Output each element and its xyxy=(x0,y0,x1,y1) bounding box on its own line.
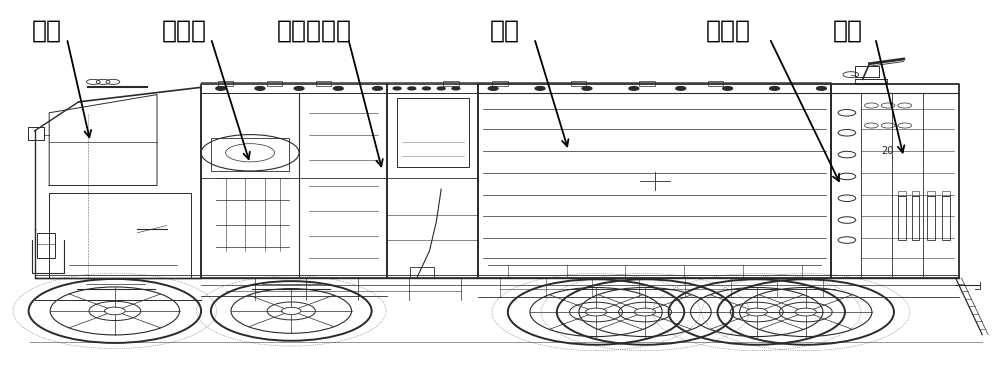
Bar xyxy=(316,81,331,85)
Bar xyxy=(912,191,919,196)
Text: 水泵: 水泵 xyxy=(833,18,863,42)
Circle shape xyxy=(488,86,498,90)
Bar xyxy=(708,81,723,85)
Circle shape xyxy=(437,87,445,90)
Bar xyxy=(927,191,935,196)
Bar xyxy=(218,81,233,85)
Circle shape xyxy=(817,86,826,90)
Bar xyxy=(942,196,950,240)
Circle shape xyxy=(333,86,343,90)
Circle shape xyxy=(770,86,779,90)
Circle shape xyxy=(452,87,460,90)
Bar xyxy=(267,81,282,85)
Circle shape xyxy=(723,86,733,90)
Bar xyxy=(927,196,935,240)
Text: 消防炮: 消防炮 xyxy=(706,18,751,42)
Bar xyxy=(942,191,950,196)
Circle shape xyxy=(373,86,382,90)
Circle shape xyxy=(423,87,430,90)
Bar xyxy=(912,196,919,240)
Circle shape xyxy=(393,87,401,90)
Bar xyxy=(410,267,434,278)
Bar xyxy=(898,191,906,196)
Bar xyxy=(492,81,508,85)
Circle shape xyxy=(294,86,304,90)
Circle shape xyxy=(676,86,686,90)
Bar xyxy=(211,138,289,171)
Bar xyxy=(898,196,906,240)
Bar xyxy=(639,81,655,85)
Circle shape xyxy=(408,87,416,90)
Circle shape xyxy=(216,86,226,90)
Bar xyxy=(397,98,469,167)
Bar xyxy=(37,233,55,258)
Text: 20: 20 xyxy=(881,146,893,156)
Bar xyxy=(443,81,459,85)
Text: 器材箱: 器材箱 xyxy=(162,18,207,42)
Circle shape xyxy=(255,86,265,90)
Circle shape xyxy=(535,86,545,90)
Bar xyxy=(571,81,586,85)
Circle shape xyxy=(582,86,592,90)
Text: 底盘: 底盘 xyxy=(32,18,62,42)
Text: 罐体: 罐体 xyxy=(490,18,520,42)
Bar xyxy=(855,66,879,77)
Text: 独立乘员室: 独立乘员室 xyxy=(276,18,351,42)
Circle shape xyxy=(629,86,639,90)
